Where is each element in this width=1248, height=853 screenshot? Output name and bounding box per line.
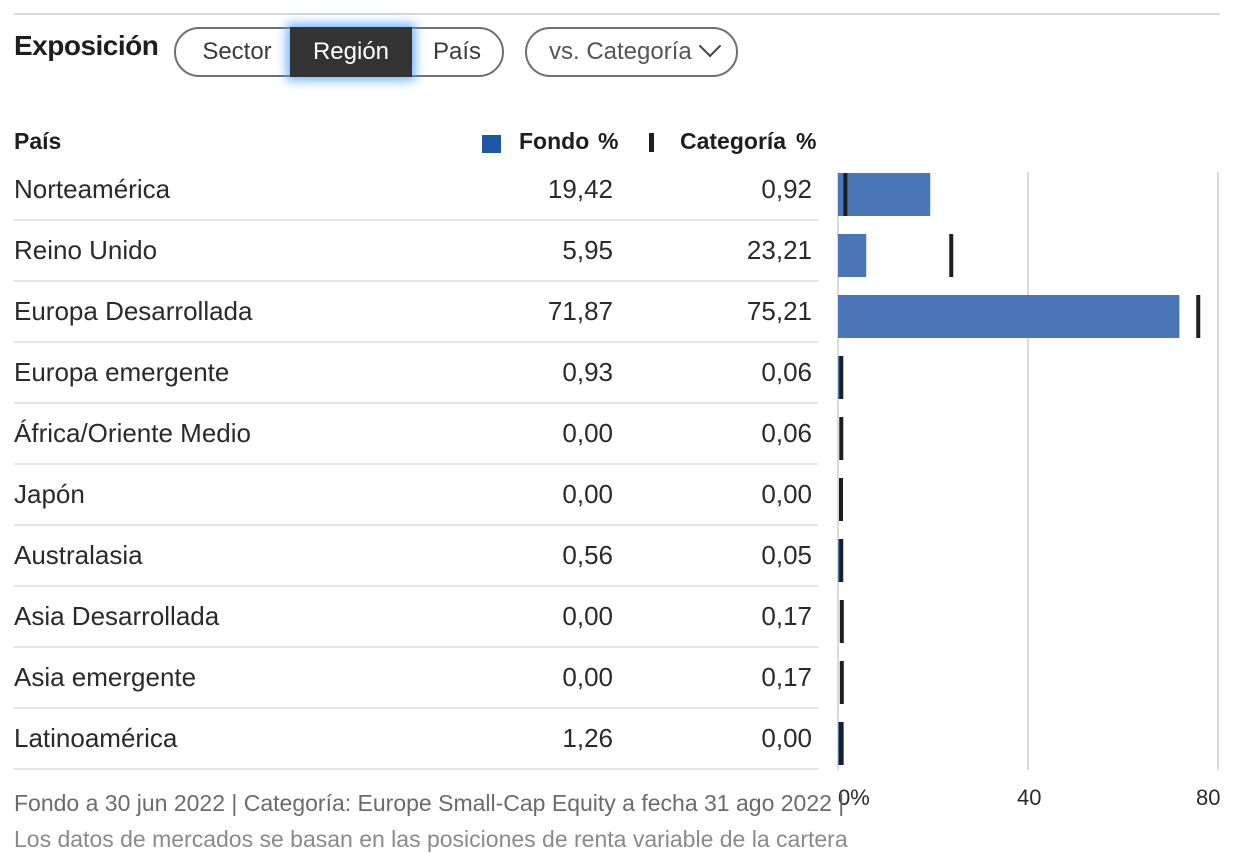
categoria-marker — [839, 661, 844, 704]
axis-tick-label: 0% — [838, 785, 870, 810]
table-row: Japón 0,00 0,00 — [14, 465, 818, 526]
row-region-name: Latinoamérica — [14, 723, 178, 753]
row-categoria-value: 0,17 — [761, 601, 812, 631]
row-fondo-value: 0,00 — [562, 601, 613, 631]
row-region-name: Asia emergente — [14, 662, 197, 692]
row-categoria-value: 0,05 — [761, 540, 812, 570]
row-categoria-value: 0,00 — [761, 479, 812, 509]
row-categoria-value: 0,92 — [761, 174, 812, 204]
table-row: Europa Desarrollada 71,87 75,21 — [14, 282, 818, 343]
column-header-fondo: Fondo — [519, 128, 590, 154]
row-categoria-value: 0,00 — [761, 723, 812, 753]
row-region-name: Norteamérica — [14, 174, 171, 204]
row-fondo-value: 71,87 — [547, 296, 613, 326]
top-divider — [14, 13, 1220, 15]
row-categoria-value: 75,21 — [746, 296, 812, 326]
row-categoria-value: 0,17 — [761, 662, 812, 692]
column-header-categoria-unit: % — [796, 128, 817, 154]
tab-region[interactable]: Región — [290, 27, 412, 77]
exposure-bar-chart — [837, 172, 1219, 770]
table-row: Norteamérica 19,42 0,92 — [14, 160, 818, 221]
categoria-marker — [839, 417, 844, 460]
row-fondo-value: 0,00 — [562, 662, 613, 692]
categoria-marker — [839, 356, 844, 399]
exposure-tab-group: Sector Región País — [174, 27, 504, 77]
row-fondo-value: 0,00 — [562, 479, 613, 509]
legend-fondo-swatch — [482, 135, 501, 153]
row-fondo-value: 0,56 — [562, 540, 613, 570]
row-region-name: Europa Desarrollada — [14, 296, 253, 326]
table-row: Asia Desarrollada 0,00 0,17 — [14, 587, 818, 648]
categoria-marker — [949, 234, 954, 277]
legend-categoria-marker — [649, 133, 654, 152]
compare-dropdown[interactable]: vs. Categoría — [525, 27, 738, 77]
categoria-marker — [1196, 295, 1201, 338]
section-title: Exposición — [14, 30, 159, 61]
row-fondo-value: 5,95 — [562, 235, 613, 265]
table-row: Reino Unido 5,95 23,21 — [14, 221, 818, 282]
tab-sector[interactable]: Sector — [202, 38, 272, 65]
row-region-name: Japón — [14, 479, 85, 509]
fondo-bar — [838, 234, 867, 277]
row-region-name: África/Oriente Medio — [14, 418, 251, 448]
footer-note-line2: Los datos de mercados se basan en las po… — [14, 826, 848, 852]
table-row: África/Oriente Medio 0,00 0,06 — [14, 404, 818, 465]
column-header-categoria: Categoría — [680, 128, 787, 154]
table-row: Europa emergente 0,93 0,06 — [14, 343, 818, 404]
categoria-marker — [843, 173, 848, 216]
categoria-marker — [839, 600, 844, 643]
table-row: Latinoamérica 1,26 0,00 — [14, 709, 818, 770]
axis-tick-label: 40 — [1017, 785, 1042, 810]
row-fondo-value: 0,93 — [562, 357, 613, 387]
footer-note: Fondo a 30 jun 2022 | Categoría: Europe … — [14, 790, 845, 816]
column-header-fondo-unit: % — [598, 128, 619, 154]
row-fondo-value: 0,00 — [562, 418, 613, 448]
row-categoria-value: 23,21 — [746, 235, 812, 265]
categoria-marker — [839, 478, 843, 521]
chevron-down-icon — [698, 34, 722, 58]
row-region-name: Asia Desarrollada — [14, 601, 220, 631]
fondo-bar — [838, 173, 931, 216]
row-fondo-value: 1,26 — [562, 723, 613, 753]
table-row: Asia emergente 0,00 0,17 — [14, 648, 818, 709]
row-region-name: Reino Unido — [14, 235, 158, 265]
fondo-bar — [838, 295, 1180, 338]
table-row: Australasia 0,56 0,05 — [14, 526, 818, 587]
row-categoria-value: 0,06 — [761, 357, 812, 387]
row-region-name: Europa emergente — [14, 357, 230, 387]
row-categoria-value: 0,06 — [761, 418, 812, 448]
axis-tick-label: 80 — [1196, 785, 1221, 810]
compare-dropdown-label: vs. Categoría — [549, 38, 692, 65]
categoria-marker — [839, 722, 843, 765]
row-region-name: Australasia — [14, 540, 143, 570]
row-fondo-value: 19,42 — [547, 174, 613, 204]
tab-pais[interactable]: País — [432, 38, 482, 65]
categoria-marker — [839, 539, 844, 582]
column-header-country: País — [14, 128, 62, 154]
